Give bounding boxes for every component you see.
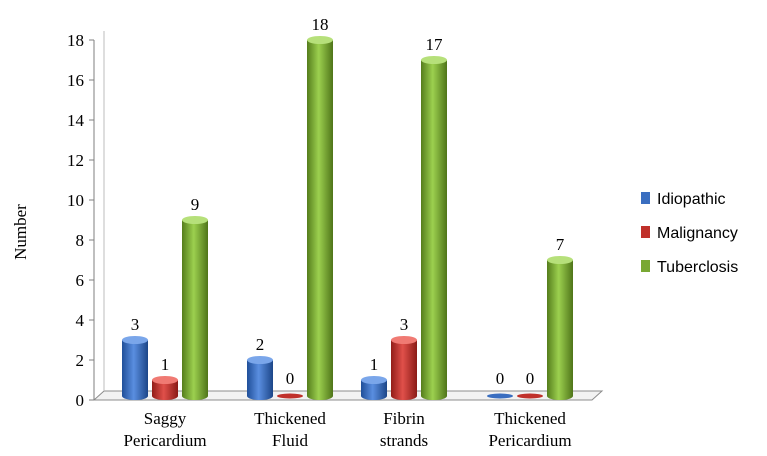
legend-swatch: [641, 226, 650, 238]
y-tick-label: 18: [67, 31, 84, 50]
data-label: 9: [191, 195, 200, 214]
legend-label: Idiopathic: [657, 191, 726, 208]
y-tick-label: 6: [76, 271, 85, 290]
legend-label: Tuberclosis: [657, 259, 738, 276]
category-label: Saggy: [144, 409, 187, 428]
legend-swatch: [641, 260, 650, 272]
category-label: strands: [380, 431, 428, 450]
bar-top: [421, 56, 447, 64]
bar-top: [547, 256, 573, 264]
legend: Idiopathic Malignancy Tuberclosis: [641, 191, 738, 276]
legend-swatch: [641, 192, 650, 204]
bar-body: [122, 340, 148, 400]
y-axis-title: Number: [11, 204, 30, 260]
y-tick-label: 14: [67, 111, 85, 130]
bar-body: [547, 260, 573, 400]
data-label: 2: [256, 335, 265, 354]
bar-body: [152, 380, 178, 400]
category-label: Thickened: [494, 409, 566, 428]
y-tick-label: 12: [67, 151, 84, 170]
y-tick-label: 10: [67, 191, 84, 210]
bar-top: [307, 36, 333, 44]
bar-body: [307, 40, 333, 400]
bar-top: [361, 376, 387, 384]
data-label: 7: [556, 235, 565, 254]
data-label: 1: [161, 355, 170, 374]
category-label: Fibrin: [383, 409, 425, 428]
bar-tuberclosis-1: [307, 36, 333, 400]
bar-body: [182, 220, 208, 400]
bar-top: [152, 376, 178, 384]
bar-zero-disc: [517, 393, 543, 399]
category-label: Fluid: [272, 431, 308, 450]
y-tick-label: 2: [76, 351, 85, 370]
bar-malignancy-1: [277, 393, 303, 399]
y-tick-label: 16: [67, 71, 84, 90]
bar-tuberclosis-2: [421, 56, 447, 400]
bar-tuberclosis-3: [547, 256, 573, 400]
bar-idiopathic-2: [361, 376, 387, 400]
legend-label: Malignancy: [657, 225, 738, 242]
bar-idiopathic-0: [122, 336, 148, 400]
bar-body: [391, 340, 417, 400]
y-tick-label: 4: [76, 311, 85, 330]
data-label: 1: [370, 355, 379, 374]
bar-idiopathic-3: [487, 393, 513, 399]
data-label: 0: [496, 369, 505, 388]
bar-body: [361, 380, 387, 400]
bar-malignancy-2: [391, 336, 417, 400]
data-label: 3: [400, 315, 409, 334]
bar-top: [247, 356, 273, 364]
bar-top: [182, 216, 208, 224]
bar-top: [122, 336, 148, 344]
data-label: 18: [312, 15, 329, 34]
bar-malignancy-0: [152, 376, 178, 400]
data-label: 0: [286, 369, 295, 388]
data-label: 17: [426, 35, 444, 54]
data-label: 3: [131, 315, 140, 334]
floor: [92, 390, 604, 401]
bar-tuberclosis-0: [182, 216, 208, 400]
bar-top: [391, 336, 417, 344]
labels: 3 1 9 Saggy Pericardium 2 0 18 Thickened Fluid 1 3 1…: [123, 15, 571, 450]
y-tick-label: 0: [76, 391, 85, 410]
bar-body: [247, 360, 273, 400]
category-label: Thickened: [254, 409, 326, 428]
y-tick-label: 8: [76, 231, 85, 250]
data-label: 0: [526, 369, 535, 388]
category-label: Pericardium: [123, 431, 206, 450]
bar-zero-disc: [277, 393, 303, 399]
bar-idiopathic-1: [247, 356, 273, 400]
bar-zero-disc: [487, 393, 513, 399]
category-label: Pericardium: [488, 431, 571, 450]
bars: [122, 36, 573, 400]
bar-body: [421, 60, 447, 400]
bar-malignancy-3: [517, 393, 543, 399]
